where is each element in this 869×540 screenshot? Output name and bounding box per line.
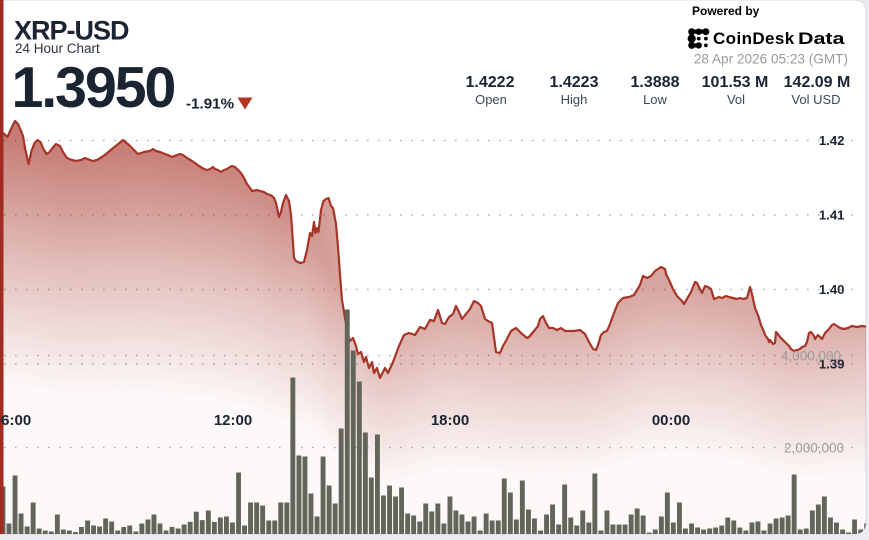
svg-text:101.53 M: 101.53 M	[702, 74, 769, 91]
svg-text:4,000,000: 4,000,000	[781, 349, 841, 364]
svg-text:24 Hour Chart: 24 Hour Chart	[15, 41, 100, 56]
svg-text:12:00: 12:00	[214, 412, 252, 429]
svg-text:1.3888: 1.3888	[631, 74, 680, 91]
svg-text:00:00: 00:00	[652, 412, 690, 429]
svg-text:-1.91%: -1.91%	[186, 96, 235, 113]
svg-text:1.3950: 1.3950	[12, 56, 175, 120]
svg-text:1.4223: 1.4223	[550, 74, 599, 91]
svg-text:1.42: 1.42	[819, 133, 845, 148]
svg-text:High: High	[561, 92, 588, 107]
svg-text:1.40: 1.40	[819, 282, 845, 297]
svg-text:1.41: 1.41	[819, 208, 845, 223]
svg-text:Open: Open	[475, 92, 507, 107]
svg-text:18:00: 18:00	[431, 412, 469, 429]
svg-text:1.4222: 1.4222	[466, 74, 515, 91]
svg-text:Powered by: Powered by	[692, 4, 760, 18]
svg-text:XRP-USD: XRP-USD	[14, 16, 129, 46]
svg-text:Data: Data	[798, 29, 845, 48]
svg-text:Low: Low	[643, 92, 667, 107]
svg-text:06:00: 06:00	[0, 412, 31, 429]
svg-text:CoinDesk: CoinDesk	[713, 29, 795, 48]
svg-text:142.09 M: 142.09 M	[784, 74, 851, 91]
svg-text:Vol: Vol	[727, 92, 745, 107]
svg-text:2,000,000: 2,000,000	[784, 441, 844, 456]
svg-text:Vol USD: Vol USD	[791, 92, 840, 107]
svg-text:1.39: 1.39	[819, 357, 845, 372]
svg-text:28 Apr 2026 05:23 (GMT): 28 Apr 2026 05:23 (GMT)	[694, 52, 848, 67]
